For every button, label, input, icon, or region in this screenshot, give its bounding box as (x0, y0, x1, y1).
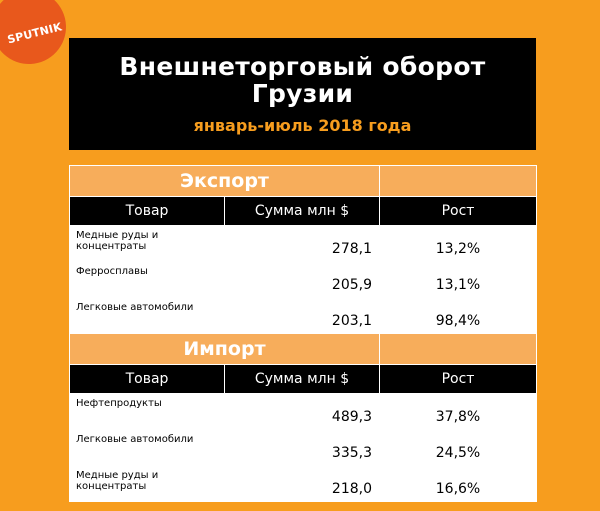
export-section-row: Экспорт (69, 165, 537, 197)
sum-value: 203,1 (224, 297, 380, 334)
table-row: Нефтепродукты 489,3 37,8% (69, 393, 537, 430)
product-name: Легковые автомобили (69, 429, 225, 466)
page-subtitle: январь-июль 2018 года (193, 116, 412, 135)
export-section-filler (379, 165, 537, 197)
column-header-sum: Сумма млн $ (224, 196, 380, 226)
sputnik-logo: SPUTNIK (0, 0, 74, 72)
product-name: Медные руды и концентраты (69, 465, 225, 502)
growth-value: 13,1% (379, 261, 537, 298)
page-title: Внешнеторговый оборот Грузии (119, 52, 486, 108)
table-row: Медные руды и концентраты 218,0 16,6% (69, 465, 537, 502)
table-row: Медные руды и концентраты 278,1 13,2% (69, 225, 537, 262)
import-section-filler (379, 333, 537, 365)
title-box: Внешнеторговый оборот Грузии январь-июль… (69, 38, 536, 150)
table-row: Ферросплавы 205,9 13,1% (69, 261, 537, 298)
import-header-row: Товар Сумма млн $ Рост (69, 364, 537, 394)
column-header-product: Товар (69, 364, 225, 394)
product-name: Легковые автомобили (69, 297, 225, 334)
growth-value: 16,6% (379, 465, 537, 502)
table-row: Легковые автомобили 335,3 24,5% (69, 429, 537, 466)
column-header-growth: Рост (379, 364, 537, 394)
column-header-growth: Рост (379, 196, 537, 226)
table-row: Легковые автомобили 203,1 98,4% (69, 297, 537, 334)
sum-value: 489,3 (224, 393, 380, 430)
growth-value: 37,8% (379, 393, 537, 430)
sum-value: 278,1 (224, 225, 380, 262)
export-header-row: Товар Сумма млн $ Рост (69, 196, 537, 226)
column-header-sum: Сумма млн $ (224, 364, 380, 394)
import-section-row: Импорт (69, 333, 537, 365)
growth-value: 98,4% (379, 297, 537, 334)
logo-text: SPUTNIK (6, 19, 64, 46)
sum-value: 218,0 (224, 465, 380, 502)
growth-value: 13,2% (379, 225, 537, 262)
product-name: Ферросплавы (69, 261, 225, 298)
trade-table: Экспорт Товар Сумма млн $ Рост Медные ру… (69, 165, 537, 502)
export-section-label: Экспорт (69, 165, 380, 197)
import-section-label: Импорт (69, 333, 380, 365)
column-header-product: Товар (69, 196, 225, 226)
growth-value: 24,5% (379, 429, 537, 466)
product-name: Медные руды и концентраты (69, 225, 225, 262)
sum-value: 335,3 (224, 429, 380, 466)
sum-value: 205,9 (224, 261, 380, 298)
product-name: Нефтепродукты (69, 393, 225, 430)
